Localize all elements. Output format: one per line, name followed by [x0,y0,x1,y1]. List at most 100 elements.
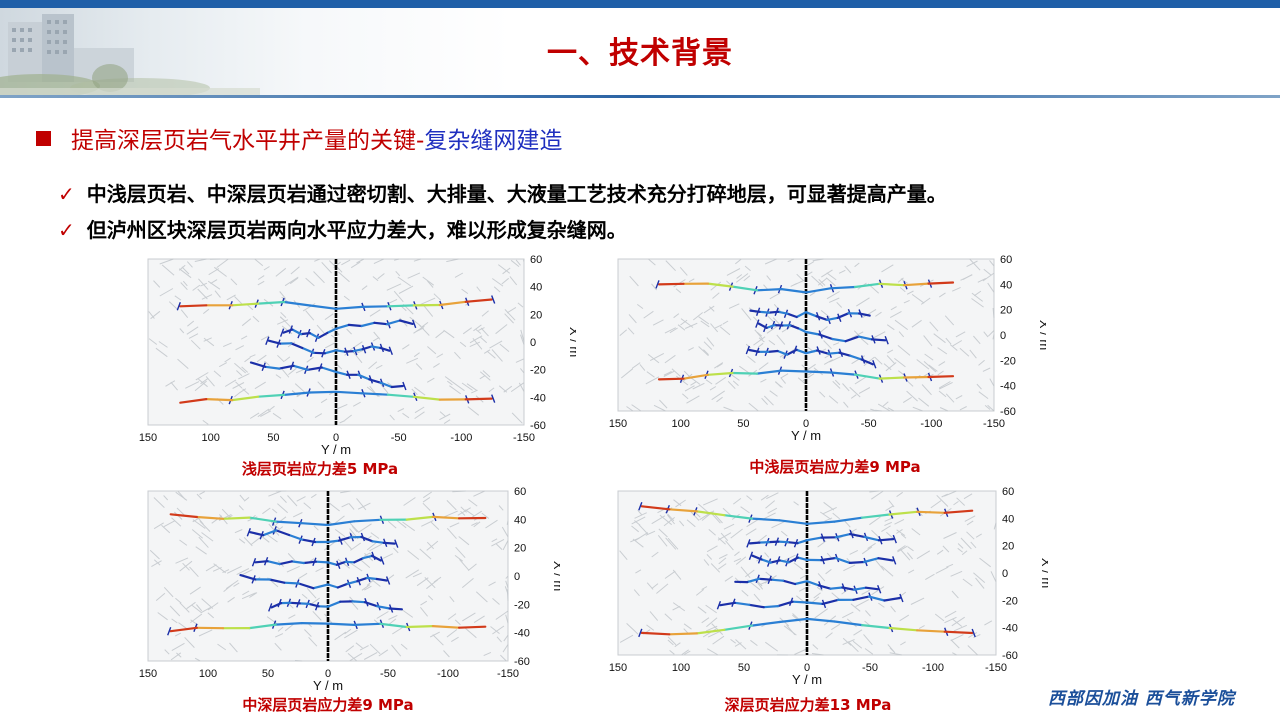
hydraulic-fracture-segment [733,601,751,606]
checkmark-icon: ✓ [58,218,75,242]
hydraulic-fracture-segment [301,346,315,354]
hydraulic-fracture-segment [770,578,785,582]
hydraulic-fracture-segment [249,531,265,537]
hydraulic-fracture-segment [789,324,800,330]
y-axis-tick-label: -60 [1000,406,1016,418]
y-axis-label: X / m [551,561,560,591]
hydraulic-fracture-segment [353,622,382,626]
fracture-branch [892,534,897,544]
hydraulic-fracture-segment [326,561,338,566]
hydraulic-fracture-segment [787,556,799,564]
fracture-branch [402,381,407,391]
y-axis-tick-label: 20 [530,309,542,321]
y-axis-tick-label: 40 [1000,279,1012,291]
y-axis-label: X / m [1039,558,1048,588]
hydraulic-fracture-segment [179,304,208,308]
fracture-branch [745,345,750,355]
x-axis-tick-label: -150 [497,668,519,680]
x-axis-tick-label: 100 [201,432,219,444]
hydraulic-fracture-segment [863,535,880,542]
hydraulic-fracture-segment [283,300,312,307]
hydraulic-fracture-segment [838,351,852,357]
hydraulic-fracture-segment [748,348,760,353]
hydraulic-fracture-segment [326,520,356,527]
hydraulic-fracture-segment [290,560,305,565]
fracture-branch [899,593,904,603]
hydraulic-fracture-segment [853,282,881,289]
x-axis-tick-label: -100 [922,662,944,674]
x-axis-tick-label: 150 [609,662,627,674]
y-axis-tick-label: -60 [1002,650,1018,662]
hydraulic-fracture-segment [254,560,269,564]
hydraulic-fracture-segment [347,323,363,328]
x-axis-tick-label: -50 [380,668,396,680]
hydraulic-fracture-segment [878,376,906,380]
hydraulic-fracture-segment [352,348,364,353]
hydraulic-fracture-segment [758,310,770,314]
hydraulic-fracture-segment [312,351,326,355]
hydraulic-fracture-segment [353,518,382,523]
hydraulic-fracture-segment [179,398,208,404]
hydraulic-fracture-segment [746,577,761,584]
hydraulic-fracture-segment [379,381,393,389]
hydraulic-fracture-segment [861,513,891,519]
x-axis-tick-label: -100 [450,432,472,444]
hydraulic-fracture-segment [248,516,277,523]
y-axis-tick-label: -20 [1000,355,1016,367]
hydraulic-fracture-segment [878,282,906,287]
hydraulic-fracture-segment [849,532,866,539]
bullet-text: 但泸州区块深层页岩两向水平应力差大，难以形成复杂缝网。 [86,218,627,242]
hydraulic-fracture-segment [289,601,301,605]
hydraulic-fracture-segment [777,600,794,608]
hydraulic-fracture-segment [317,331,329,339]
x-axis-tick-label: -50 [391,432,407,444]
hydraulic-fracture-segment [804,311,818,318]
fracture-simulation-panel: 60 40 20 0 -20 -40 -60 X / m 150 100 50 0 -50 -100 -15… [600,255,1046,447]
y-axis-tick-label: -40 [530,392,546,404]
hydraulic-fracture-segment [780,369,808,373]
hydraulic-fracture-segment [334,349,346,353]
x-axis-tick-label: 0 [333,432,339,444]
hydraulic-fracture-segment [388,607,403,611]
hydraulic-fracture-segment [805,580,820,587]
hydraulic-fracture-segment [323,349,338,355]
x-axis-tick-label: 50 [737,418,749,430]
hydraulic-fracture-segment [248,623,277,630]
hydraulic-fracture-segment [805,617,836,623]
hydraulic-fracture-segment [723,514,753,520]
top-color-bar [0,0,1280,8]
y-axis-tick-label: 0 [514,571,520,583]
hydraulic-fracture-segment [857,335,874,341]
fracture-branch [279,328,285,337]
y-axis-tick-label: 40 [530,282,542,294]
section-heading-prefix: 提高深层页岩气水平井产量的关键- [71,128,425,154]
hydraulic-fracture-segment [375,577,388,582]
hydraulic-fracture-segment [755,287,783,292]
hydraulic-fracture-segment [657,282,685,286]
y-axis-tick-label: -20 [1002,595,1018,607]
natural-fracture-texture [148,258,525,425]
hydraulic-fracture-segment [804,330,821,336]
hydraulic-fracture-segment [365,576,378,581]
hydraulic-fracture-segment [883,596,901,602]
hydraulic-fracture-segment [205,398,234,402]
hydraulic-fracture-segment [749,309,761,313]
fracture-network-plot: 60 40 20 0 -20 -40 -60 X / m 150 100 50 0 -50 -100 -15… [139,255,576,457]
hydraulic-fracture-segment [356,576,369,583]
hydraulic-fracture-segment [778,559,790,564]
hydraulic-fracture-segment [300,622,330,625]
hydraulic-fracture-segment [360,535,374,543]
hydraulic-fracture-segment [379,346,391,352]
y-axis-tick-label: -20 [514,599,530,611]
hydraulic-fracture-segment [762,604,780,609]
signature-slogan: 西部因加油 西气新学院 [1048,689,1235,709]
hydraulic-fracture-segment [326,622,356,626]
hydraulic-fracture-segment [300,522,330,527]
fracture-branch [872,360,877,369]
hydraulic-fracture-segment [346,580,359,585]
y-axis-label: X / m [567,327,576,357]
fracture-branch [748,551,754,560]
hydraulic-fracture-segment [821,598,840,606]
y-axis-tick-label: -40 [1002,623,1018,635]
hydraulic-fracture-segment [292,364,309,371]
